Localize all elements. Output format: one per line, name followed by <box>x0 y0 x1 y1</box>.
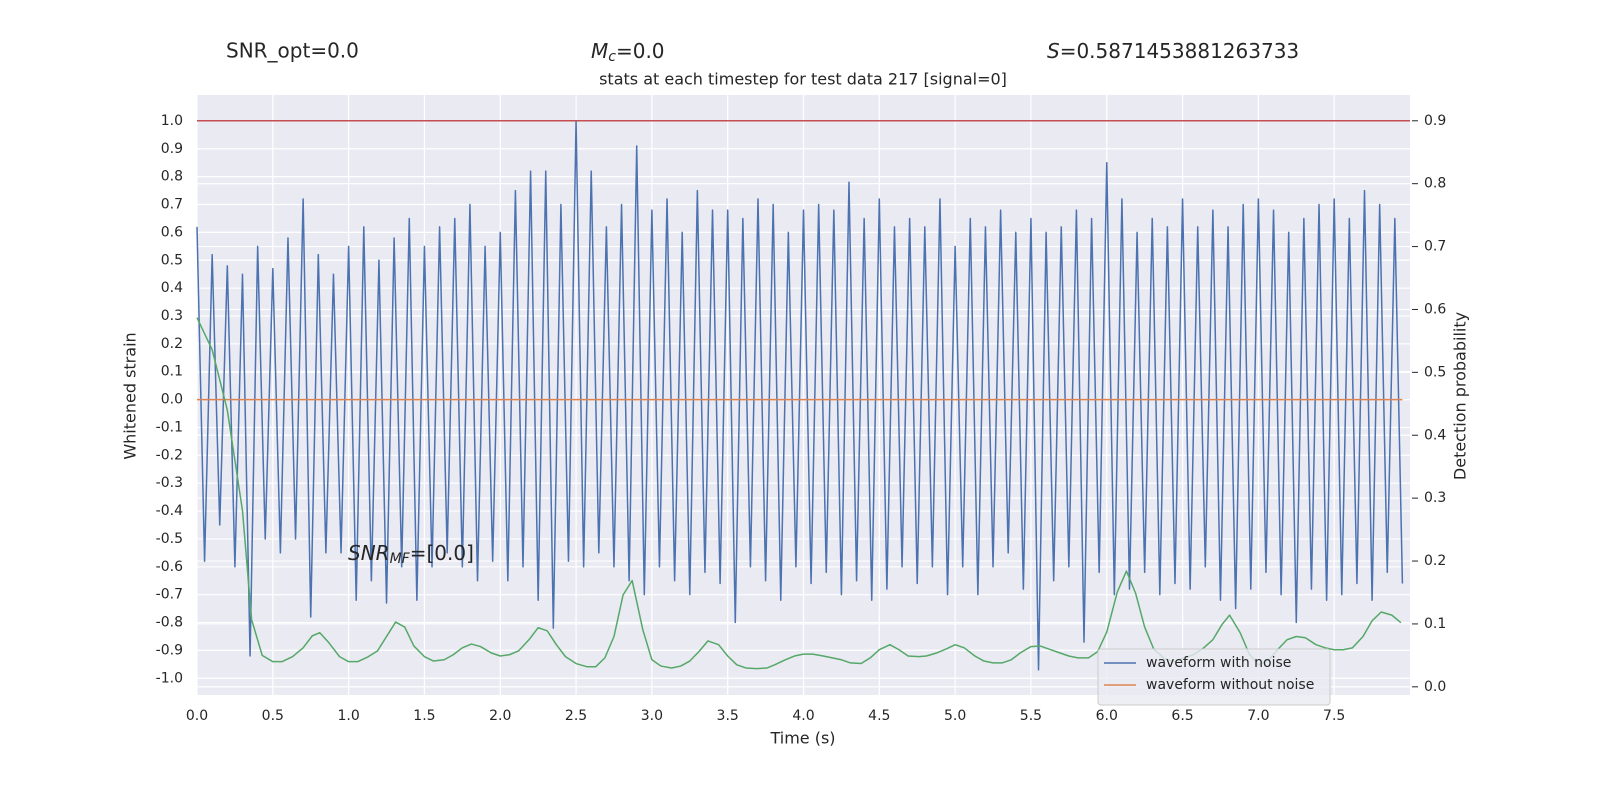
y-tick-label: -0.7 <box>156 587 183 603</box>
y2-tick-label: 0.6 <box>1424 301 1446 317</box>
y2-tick-label: 0.1 <box>1424 616 1446 632</box>
s-text: S=0.5871453881263733 <box>1047 39 1299 63</box>
y-tick-label: 0.3 <box>161 308 183 324</box>
s-symbol: S <box>1047 39 1060 63</box>
y-tick-label: -0.2 <box>156 447 183 463</box>
y2-tick-label: 0.3 <box>1424 490 1446 506</box>
data-line <box>196 120 1404 671</box>
y-tick-label: -0.8 <box>156 615 183 631</box>
legend-label: waveform without noise <box>1146 677 1314 693</box>
x-tick-label: 1.0 <box>337 708 359 724</box>
x-tick-label: 3.0 <box>641 708 663 724</box>
snr-opt-text: SNR_opt=0.0 <box>226 39 359 63</box>
x-axis-label: Time (s) <box>769 729 835 748</box>
labels: 0.0 0.5 1.0 1.5 2.0 2.5 3.0 3.5 4.0 4.5 5.0 5.5 6.0 6… <box>156 113 1447 724</box>
x-tick-label: 2.0 <box>489 708 511 724</box>
y-tick-label: -0.6 <box>156 559 183 575</box>
x-tick-label: 6.0 <box>1096 708 1118 724</box>
y2-tick-label: 0.0 <box>1424 679 1446 695</box>
x-tick-label: 0.5 <box>262 708 284 724</box>
x-tick-label: 0.0 <box>186 708 208 724</box>
mc-text: Mc=0.0 <box>591 39 665 66</box>
legend-label: waveform with noise <box>1146 655 1291 671</box>
y-tick-label: -0.4 <box>156 503 183 519</box>
x-tick-label: 3.5 <box>717 708 739 724</box>
y-tick-label: 0.7 <box>161 197 183 213</box>
legend-box <box>1097 648 1331 706</box>
x-tick-label: 7.0 <box>1247 708 1269 724</box>
y-tick-label: 0.9 <box>161 141 183 157</box>
y-tick-label: 0.5 <box>161 252 183 268</box>
x-tick-label: 4.0 <box>792 708 814 724</box>
y-tick-label: 0.4 <box>161 280 183 296</box>
y2-tick-label: 0.9 <box>1424 113 1446 129</box>
x-tick-label: 4.5 <box>868 708 890 724</box>
legend: waveform with noise waveform without nois… <box>1097 648 1331 706</box>
y2-tick-label: 0.5 <box>1424 364 1446 380</box>
snr-value: =[0.0] <box>410 541 474 565</box>
y2-axis-label: Detection probability <box>1451 312 1470 480</box>
data-line <box>196 317 1402 670</box>
y-tick-label: 0.1 <box>161 364 183 380</box>
y-tick-label: 1.0 <box>161 113 183 129</box>
y2-tick-label: 0.4 <box>1424 427 1446 443</box>
y2-tick-label: 0.2 <box>1424 553 1446 569</box>
y-tick-label: 0.0 <box>161 392 183 408</box>
y2-tick-label: 0.8 <box>1424 176 1446 192</box>
snr-symbol: SNR <box>348 541 390 565</box>
x-tick-label: 5.5 <box>1020 708 1042 724</box>
mc-value: =0.0 <box>616 39 665 63</box>
y-tick-label: -0.5 <box>156 531 183 547</box>
x-tick-label: 6.5 <box>1171 708 1193 724</box>
y-tick-label: 0.6 <box>161 224 183 240</box>
x-tick-label: 2.5 <box>565 708 587 724</box>
y-tick-label: -0.1 <box>156 419 183 435</box>
mc-subscript: c <box>608 49 616 65</box>
y-tick-label: -0.9 <box>156 642 183 658</box>
marks <box>196 120 1410 671</box>
x-tick-label: 7.5 <box>1323 708 1345 724</box>
y-tick-label: 0.2 <box>161 336 183 352</box>
s-value: =0.5871453881263733 <box>1060 39 1299 63</box>
mc-symbol: M <box>591 39 608 63</box>
y-tick-label: 0.8 <box>161 169 183 185</box>
snr-subscript: MF <box>390 551 411 567</box>
y-tick-label: -1.0 <box>156 670 183 686</box>
snr-mf-annotation: SNRMF=[0.0] <box>348 541 474 568</box>
y-axis-label: Whitened strain <box>121 332 140 459</box>
y2-tick-label: 0.7 <box>1424 239 1446 255</box>
chart-title: stats at each timestep for test data 217… <box>599 70 1007 89</box>
y-tick-label: -0.3 <box>156 475 183 491</box>
x-tick-label: 5.0 <box>944 708 966 724</box>
x-tick-label: 1.5 <box>413 708 435 724</box>
